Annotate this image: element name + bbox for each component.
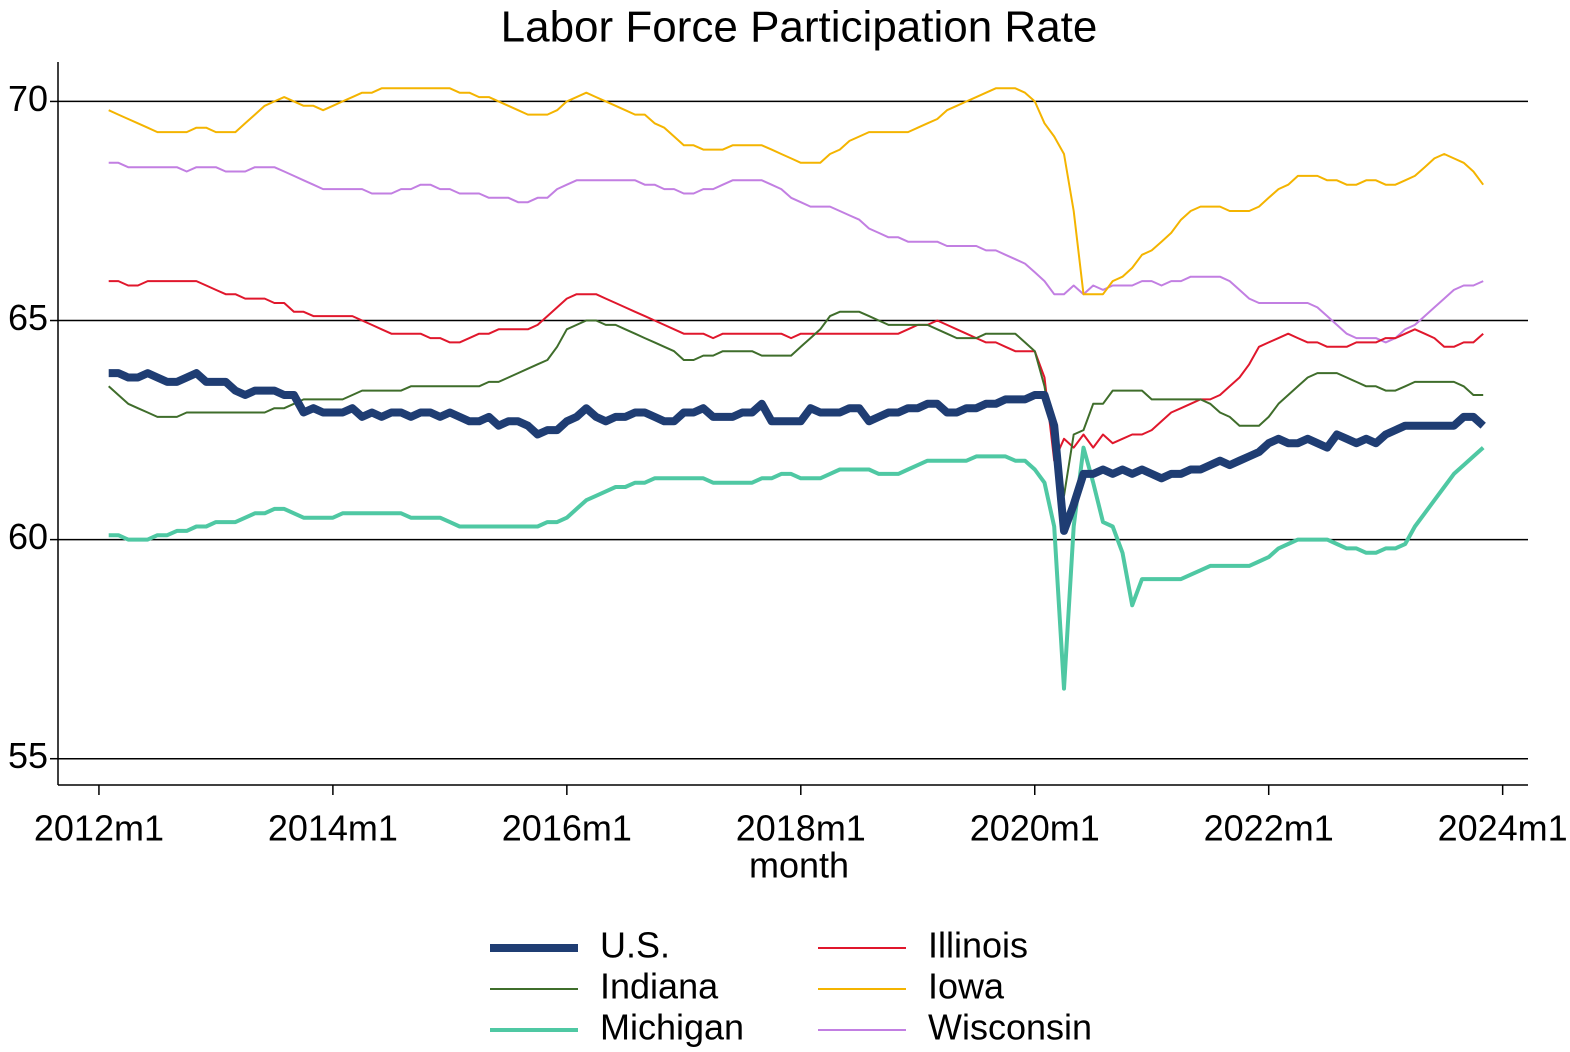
x-tick-label: 2022m1 [1204, 808, 1334, 849]
y-tick-label: 70 [8, 78, 48, 119]
y-tick-label: 60 [8, 516, 48, 557]
x-axis-label: month [749, 845, 849, 886]
legend-label: Indiana [600, 966, 719, 1007]
series-line [108, 161, 1484, 344]
legend-label: Illinois [928, 925, 1028, 966]
x-tick-label: 2016m1 [502, 808, 632, 849]
legend-label: Michigan [600, 1007, 744, 1048]
y-tick-label: 65 [8, 297, 48, 338]
series-line [108, 280, 1484, 462]
x-tick-label: 2012m1 [34, 808, 164, 849]
y-tick-label: 55 [8, 735, 48, 776]
series-line [108, 369, 1486, 535]
series-line [108, 87, 1485, 296]
x-tick-label: 2020m1 [970, 808, 1100, 849]
x-tick-label: 2018m1 [736, 808, 866, 849]
x-tick-label: 2014m1 [268, 808, 398, 849]
legend-label: Wisconsin [928, 1007, 1092, 1048]
x-tick-label: 2024m1 [1438, 808, 1568, 849]
legend-label: Iowa [928, 966, 1005, 1007]
series-line [108, 445, 1485, 691]
chart-title: Labor Force Participation Rate [501, 3, 1098, 52]
series-line [108, 310, 1484, 497]
legend-label: U.S. [600, 925, 670, 966]
